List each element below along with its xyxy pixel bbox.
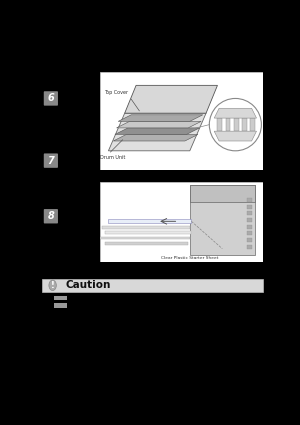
Text: !: ! [51, 281, 55, 290]
FancyBboxPatch shape [44, 209, 58, 224]
FancyBboxPatch shape [44, 153, 58, 168]
Circle shape [49, 280, 56, 291]
Text: Caution: Caution [65, 280, 111, 290]
Text: 6: 6 [47, 94, 54, 103]
FancyBboxPatch shape [44, 91, 58, 106]
FancyBboxPatch shape [54, 303, 67, 308]
Text: 8: 8 [47, 211, 54, 221]
Text: 7: 7 [47, 156, 54, 166]
FancyBboxPatch shape [42, 279, 263, 292]
FancyBboxPatch shape [54, 296, 67, 300]
